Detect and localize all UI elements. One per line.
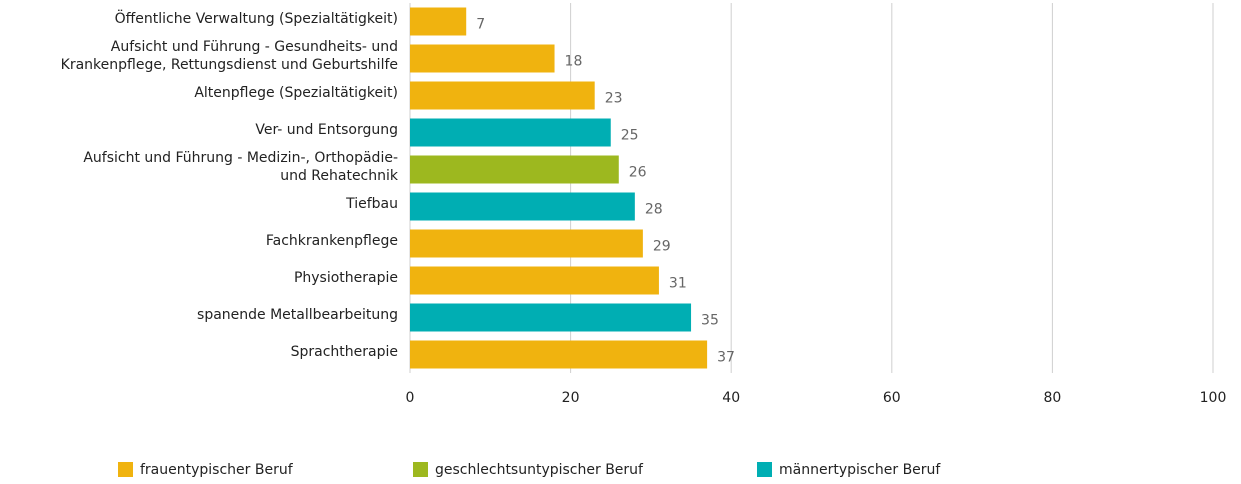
- legend-label: männertypischer Beruf: [779, 462, 941, 478]
- legend-label: frauentypischer Beruf: [140, 462, 294, 478]
- bar: [410, 81, 595, 110]
- data-label: 25: [621, 128, 639, 144]
- bar: [410, 44, 555, 73]
- y-tick-label: Altenpflege (Spezialtätigkeit): [194, 84, 398, 101]
- bar: [410, 229, 643, 258]
- data-label: 28: [645, 202, 663, 218]
- x-tick-label: 100: [1200, 390, 1227, 406]
- x-tick-label: 40: [722, 390, 740, 406]
- y-tick-label: spanende Metallbearbeitung: [197, 306, 398, 323]
- data-label: 7: [476, 17, 485, 33]
- bar: [410, 303, 692, 332]
- data-label: 18: [565, 54, 583, 70]
- y-tick-label: Öffentliche Verwaltung (Spezialtätigkeit…: [114, 10, 398, 27]
- y-tick-label: Fachkrankenpflege: [265, 232, 398, 249]
- data-label: 26: [629, 165, 647, 181]
- y-tick-label: Tiefbau: [346, 195, 398, 212]
- bar: [410, 155, 619, 184]
- bar: [410, 340, 708, 369]
- data-label: 23: [605, 91, 623, 107]
- y-tick-label: Aufsicht und Führung - Gesundheits- und …: [60, 38, 398, 73]
- data-label: 37: [717, 350, 735, 366]
- legend-swatch: [118, 462, 133, 477]
- data-label: 29: [653, 239, 671, 255]
- x-tick-label: 20: [562, 390, 580, 406]
- y-tick-label: Aufsicht und Führung - Medizin-, Orthopä…: [83, 149, 398, 184]
- x-tick-label: 80: [1043, 390, 1061, 406]
- bar: [410, 7, 467, 36]
- data-label: 35: [701, 313, 719, 329]
- x-tick-label: 60: [883, 390, 901, 406]
- legend-label: geschlechtsuntypischer Beruf: [435, 462, 644, 478]
- y-tick-label: Ver- und Entsorgung: [255, 121, 398, 138]
- y-tick-label: Sprachtherapie: [290, 343, 398, 360]
- bar: [410, 118, 611, 147]
- data-label: 31: [669, 276, 687, 292]
- legend-swatch: [757, 462, 772, 477]
- bar: [410, 266, 659, 295]
- y-tick-label: Physiotherapie: [293, 269, 398, 286]
- legend-swatch: [413, 462, 428, 477]
- x-tick-label: 0: [406, 390, 415, 406]
- bar: [410, 192, 635, 221]
